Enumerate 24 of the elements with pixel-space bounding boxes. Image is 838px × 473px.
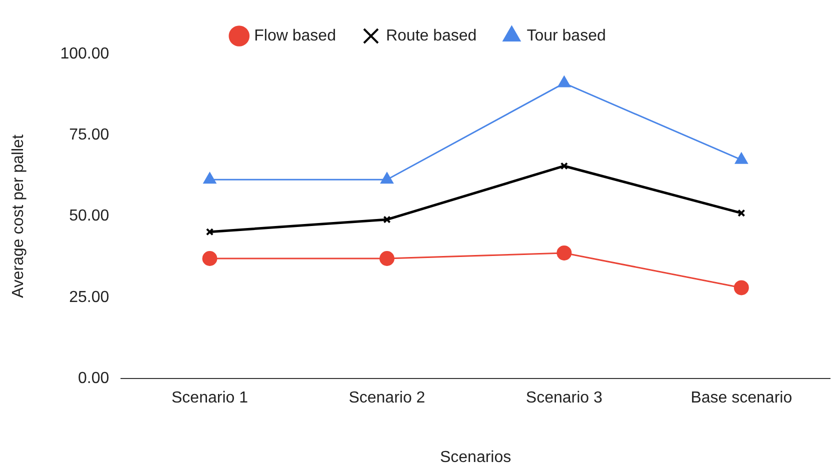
point	[202, 251, 218, 266]
point	[734, 280, 749, 296]
y-axis-title: Average cost per pallet	[10, 134, 28, 298]
y-tick-label: 100.00	[60, 45, 110, 62]
legend-label: Tour based	[526, 27, 606, 44]
point	[556, 245, 572, 260]
point	[379, 251, 394, 266]
y-tick-label: 75.00	[69, 126, 110, 144]
x-axis-title: Scenarios	[440, 448, 512, 466]
point	[558, 76, 571, 88]
point	[380, 172, 394, 184]
x-tick-label: Base scenario	[690, 390, 792, 407]
point	[203, 172, 216, 184]
y-tick-label: 50.00	[69, 208, 110, 225]
y-tick-label: 0.00	[78, 370, 110, 388]
point	[560, 162, 568, 170]
y-tick-label: 25.00	[69, 288, 110, 306]
legend-label: Flow based	[254, 27, 336, 44]
point	[383, 216, 391, 224]
x-tick-label: Scenario 2	[348, 390, 426, 407]
x-tick-label: Scenario 3	[526, 390, 603, 407]
point	[734, 152, 748, 164]
x-tick-label: Scenario 1	[171, 390, 248, 407]
legend-label: Route based	[386, 27, 477, 44]
